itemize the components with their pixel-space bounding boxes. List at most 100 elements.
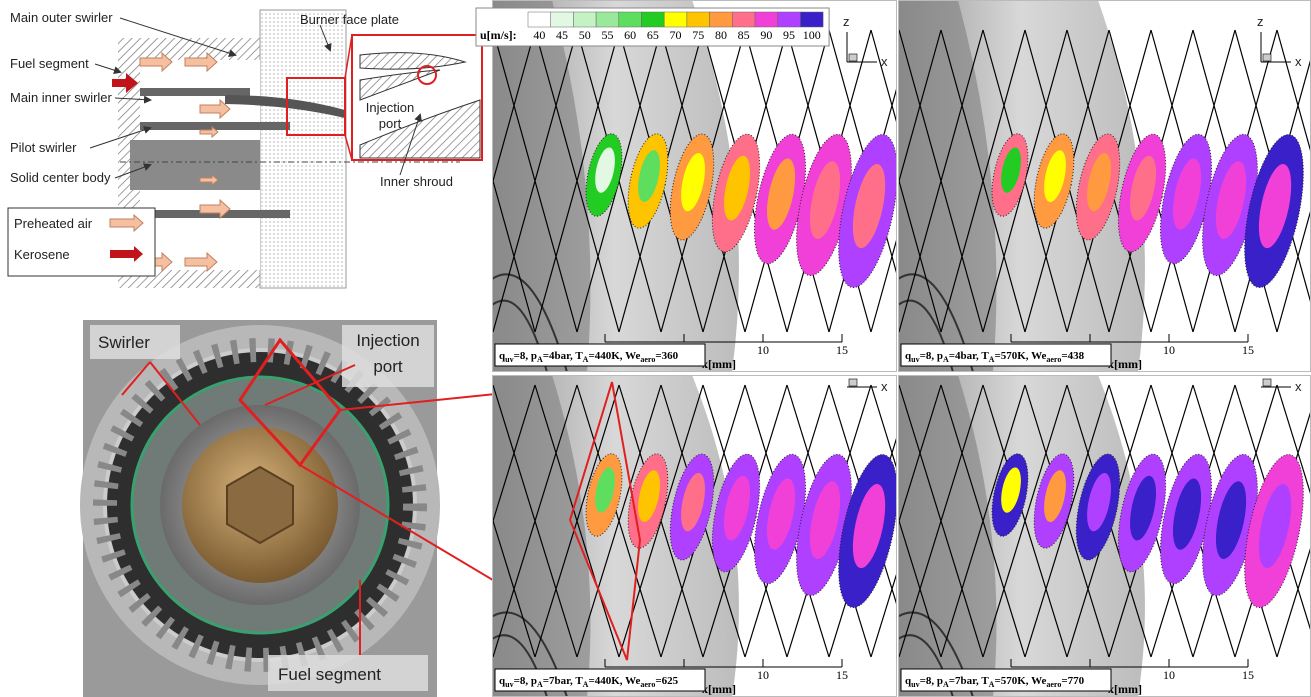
triad-box bbox=[1262, 53, 1272, 62]
condition-symbol: T bbox=[981, 675, 989, 687]
condition-subscript: A bbox=[583, 355, 589, 364]
condition-symbol: T bbox=[981, 350, 989, 362]
spray-core bbox=[1001, 467, 1021, 513]
spray-core bbox=[1215, 161, 1247, 239]
condition-value: =360 bbox=[655, 350, 678, 362]
lattice-line bbox=[940, 384, 1026, 658]
lattice-line bbox=[492, 384, 578, 658]
condition-symbol: T bbox=[575, 675, 583, 687]
colorbar-swatch bbox=[550, 11, 574, 28]
x-tick-label: 10 bbox=[1163, 668, 1175, 682]
triad-label: x bbox=[1295, 379, 1302, 394]
panel-border bbox=[492, 0, 897, 372]
spray-core bbox=[1215, 481, 1247, 559]
condition-symbol: T bbox=[575, 350, 583, 362]
panel-content bbox=[898, 375, 1311, 697]
panel-content bbox=[492, 0, 897, 372]
spray-core bbox=[1087, 472, 1111, 532]
condition-value: =625 bbox=[655, 675, 678, 687]
triad-label: x bbox=[881, 379, 888, 394]
condition: quv=8, pA=7bar, TA=570K, Weaero=770 bbox=[905, 675, 1085, 689]
condition-symbol: We bbox=[1031, 675, 1046, 687]
zoom-line bbox=[344, 34, 353, 79]
hex-nut bbox=[226, 465, 294, 545]
condition-value: =570K, bbox=[994, 350, 1031, 362]
schematic-label: Solid center body bbox=[10, 170, 111, 185]
schematic-label: Main outer swirler bbox=[10, 10, 113, 25]
condition-symbol: q bbox=[499, 350, 506, 362]
colorbar-swatch bbox=[595, 11, 620, 28]
injection-circle bbox=[417, 65, 437, 85]
colorbar-swatch bbox=[663, 11, 688, 28]
x-tick-label: 10 bbox=[757, 343, 769, 357]
legend-kerosene bbox=[110, 246, 143, 262]
photo-label: Fuel segment bbox=[278, 665, 381, 684]
spray-core bbox=[1001, 147, 1021, 193]
wall-shade bbox=[898, 375, 997, 697]
zoom-diamond bbox=[568, 381, 642, 661]
colorbar-tick: 60 bbox=[624, 28, 636, 42]
lattice-line bbox=[870, 570, 897, 658]
legend-air bbox=[109, 213, 144, 233]
triad-box bbox=[848, 378, 858, 387]
spray-core bbox=[809, 481, 841, 559]
triad-box bbox=[1262, 378, 1272, 387]
condition-symbol: q bbox=[905, 350, 912, 362]
colorbar-swatch bbox=[754, 11, 778, 28]
colorbar-tick: 100 bbox=[803, 28, 821, 42]
schematic-label: Burner face plate bbox=[300, 12, 399, 27]
spray-core bbox=[638, 150, 660, 203]
lattice-line bbox=[898, 29, 984, 333]
condition-value: =440K, bbox=[588, 350, 625, 362]
x-tick-label: 10 bbox=[1163, 343, 1175, 357]
spray-core bbox=[724, 155, 751, 221]
spray-core bbox=[767, 478, 796, 550]
condition-value: =8, bbox=[920, 675, 937, 687]
x-tick-label: 10 bbox=[757, 668, 769, 682]
condition-symbol: p bbox=[531, 350, 537, 362]
condition-symbol: p bbox=[937, 350, 943, 362]
condition-value: =8, bbox=[920, 350, 937, 362]
schematic-label: port bbox=[379, 116, 402, 131]
x-tick-label: 15 bbox=[836, 343, 848, 357]
condition-value: =438 bbox=[1061, 350, 1084, 362]
spray-core bbox=[595, 147, 615, 193]
vanes bbox=[93, 338, 427, 672]
condition-subscript: A bbox=[537, 680, 543, 689]
panel-content bbox=[492, 375, 897, 697]
x-axis-label: x[mm] bbox=[702, 357, 736, 371]
condition-box bbox=[900, 343, 1112, 367]
kerosene-arrow bbox=[112, 73, 138, 93]
x-axis-label: x[mm] bbox=[1108, 357, 1142, 371]
condition-subscript: aero bbox=[640, 680, 655, 689]
lattice-line bbox=[1024, 384, 1110, 658]
lattice-line bbox=[982, 384, 1068, 658]
condition-subscript: aero bbox=[640, 355, 655, 364]
lattice-line bbox=[492, 29, 578, 333]
wall-shade bbox=[492, 0, 591, 372]
fuel-lip bbox=[225, 95, 345, 118]
panel-content bbox=[898, 0, 1311, 372]
colorbar-tick: 80 bbox=[715, 28, 727, 42]
lattice-line bbox=[940, 29, 1026, 333]
spray-core bbox=[852, 484, 886, 569]
lattice-line bbox=[576, 384, 662, 658]
condition-subscript: A bbox=[943, 355, 949, 364]
lattice-line bbox=[534, 384, 620, 658]
lattice-line bbox=[870, 29, 897, 126]
x-tick-label: 15 bbox=[1242, 343, 1254, 357]
schematic-label: Injection bbox=[366, 100, 414, 115]
lattice-line bbox=[1276, 207, 1311, 333]
spray-core bbox=[1130, 475, 1157, 541]
condition-value: =770 bbox=[1061, 675, 1084, 687]
spray-core bbox=[1258, 164, 1292, 249]
photo bbox=[80, 320, 440, 697]
spray-core bbox=[1044, 150, 1066, 203]
spray-core bbox=[809, 161, 841, 239]
condition-value: =570K, bbox=[994, 675, 1031, 687]
colorbar-swatch bbox=[573, 11, 597, 28]
swirler-wall bbox=[140, 88, 250, 96]
condition-symbol: We bbox=[1031, 350, 1046, 362]
